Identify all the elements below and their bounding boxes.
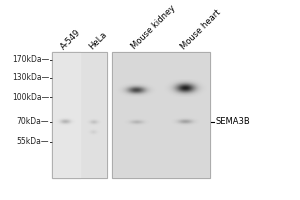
Text: 100kDa—: 100kDa— [12, 92, 49, 102]
Text: 55kDa—: 55kDa— [16, 138, 49, 146]
Text: SEMA3B: SEMA3B [215, 117, 250, 127]
Text: 170kDa—: 170kDa— [12, 55, 49, 64]
Text: HeLa: HeLa [87, 30, 108, 51]
Bar [52, 52, 80, 178]
Text: Mouse heart: Mouse heart [179, 8, 223, 51]
Bar [112, 52, 210, 178]
Bar [52, 52, 107, 178]
Text: A-549: A-549 [59, 27, 83, 51]
Text: 70kDa—: 70kDa— [16, 117, 49, 127]
Text: Mouse kidney: Mouse kidney [130, 3, 178, 51]
Text: 130kDa—: 130kDa— [12, 73, 49, 82]
Bar [112, 52, 210, 178]
Bar [52, 52, 107, 178]
